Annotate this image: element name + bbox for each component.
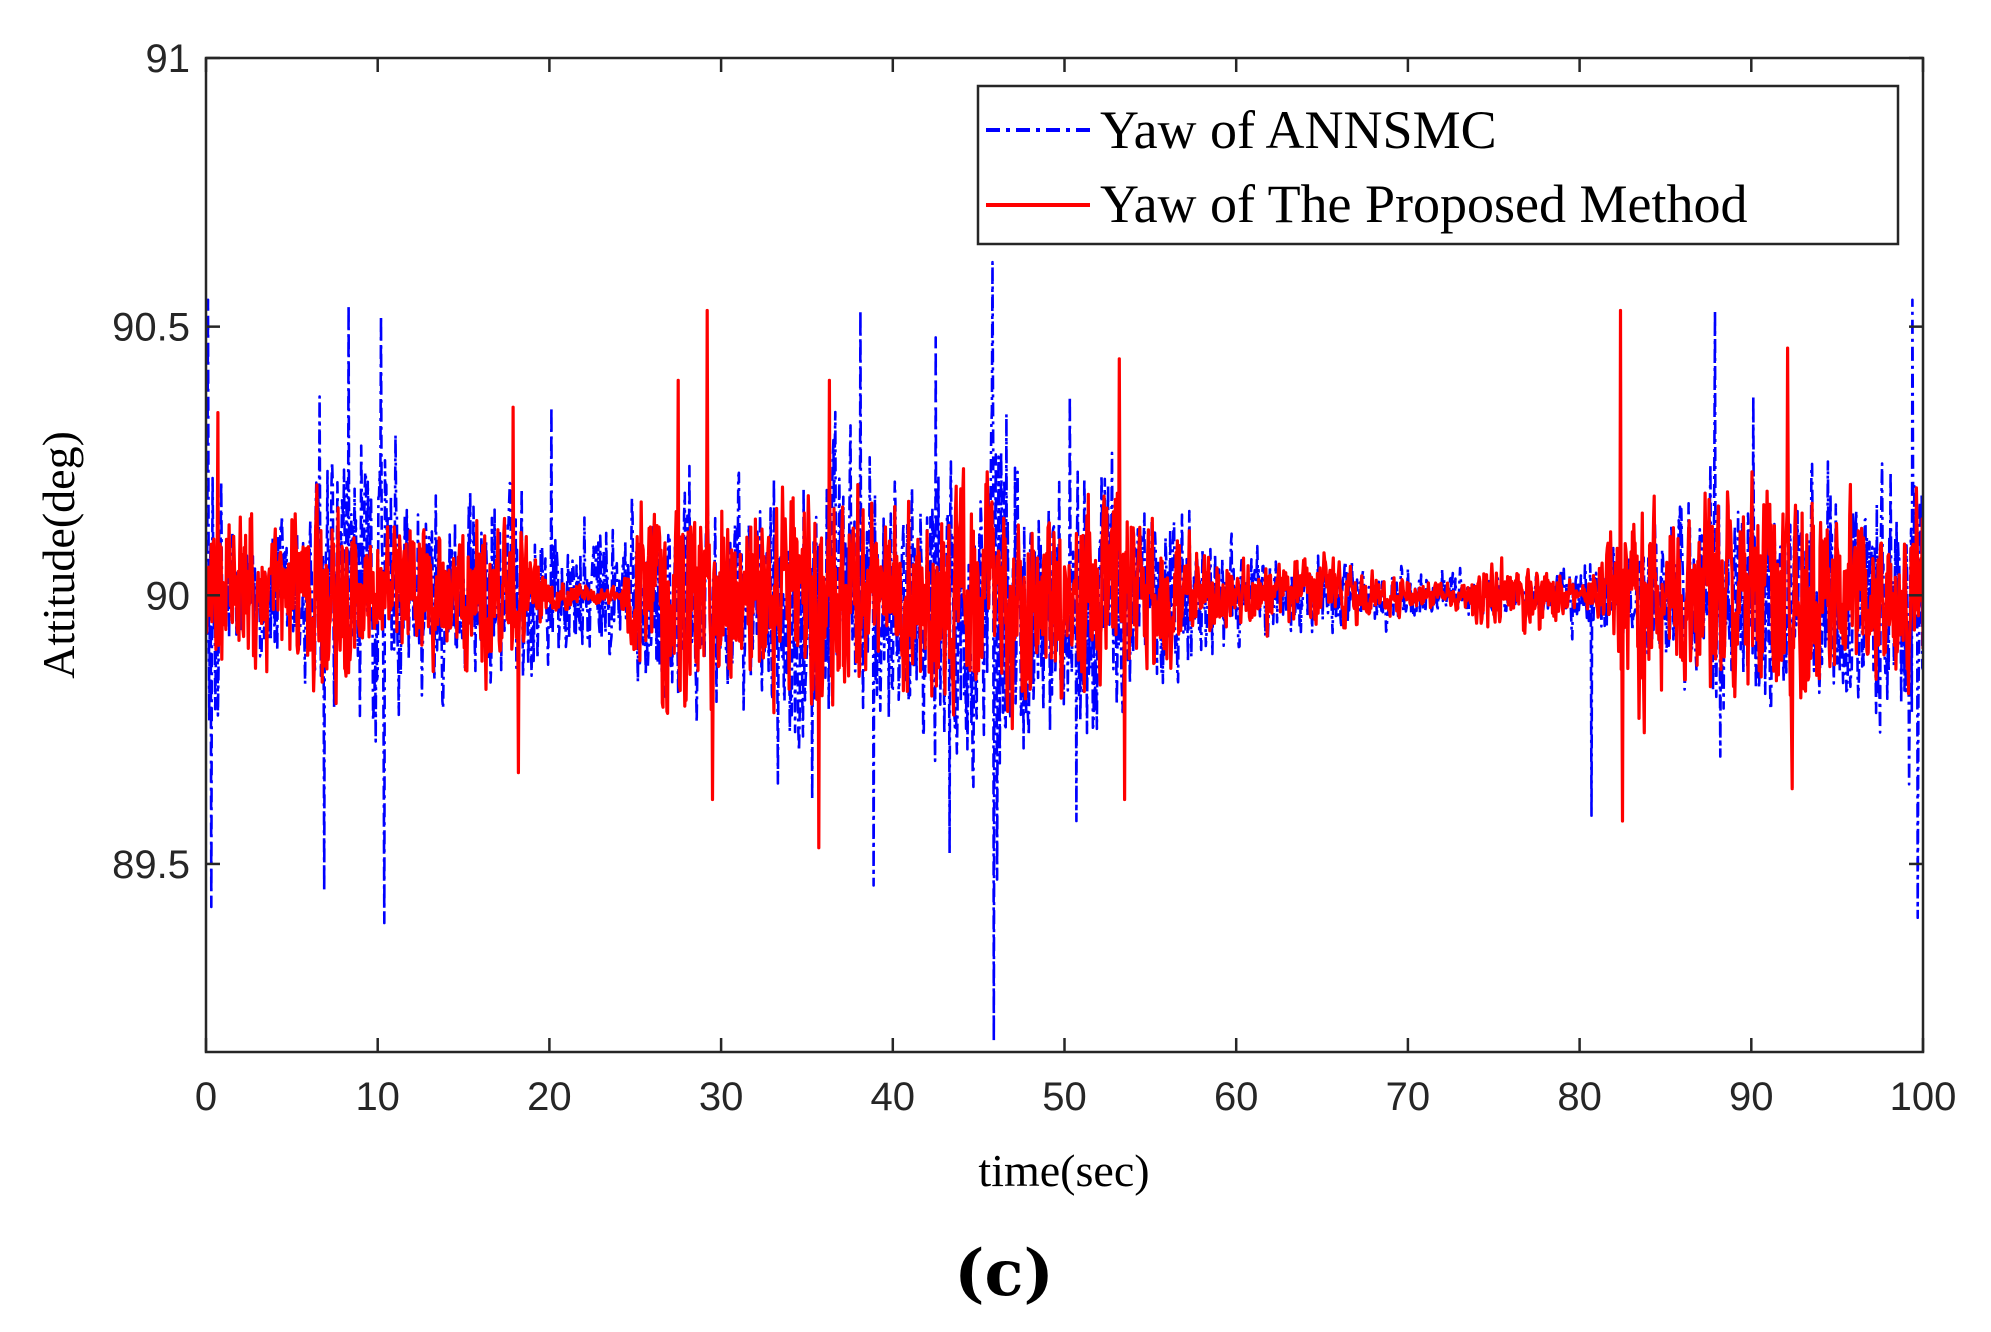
x-tick-label: 50: [1042, 1075, 1087, 1119]
legend: Yaw of ANNSMC Yaw of The Proposed Method: [976, 84, 1900, 246]
panel-label: (c): [954, 1236, 1054, 1311]
y-tick-label: 91: [146, 37, 191, 81]
x-tick-label: 20: [527, 1075, 572, 1119]
x-tick-label: 80: [1557, 1075, 1602, 1119]
x-tick-label: 10: [355, 1075, 400, 1119]
x-tick-label: 30: [699, 1075, 744, 1119]
series-line-proposed: [206, 308, 1923, 850]
y-tick-label: 89.5: [112, 843, 190, 887]
x-axis-label: time(sec): [978, 1145, 1149, 1196]
x-tick-label: 90: [1729, 1075, 1774, 1119]
legend-label-annsmc: Yaw of ANNSMC: [1100, 100, 1497, 160]
legend-label-proposed: Yaw of The Proposed Method: [1100, 174, 1748, 234]
ticks-layer: 0 10 20 30 40 50 60 70 80 90 100 89.5 90 90.5 91: [112, 37, 1956, 1119]
x-tick-label: 100: [1890, 1075, 1957, 1119]
y-axis-label: Attitude(deg): [33, 431, 84, 679]
x-tick-label: 40: [871, 1075, 916, 1119]
series-layer: [206, 260, 1923, 1043]
x-tick-label: 70: [1386, 1075, 1431, 1119]
legend-box: [976, 84, 1900, 246]
y-tick-label: 90: [146, 574, 191, 618]
x-tick-label: 60: [1214, 1075, 1259, 1119]
y-tick-label: 90.5: [112, 306, 190, 350]
x-tick-label: 0: [195, 1075, 217, 1119]
